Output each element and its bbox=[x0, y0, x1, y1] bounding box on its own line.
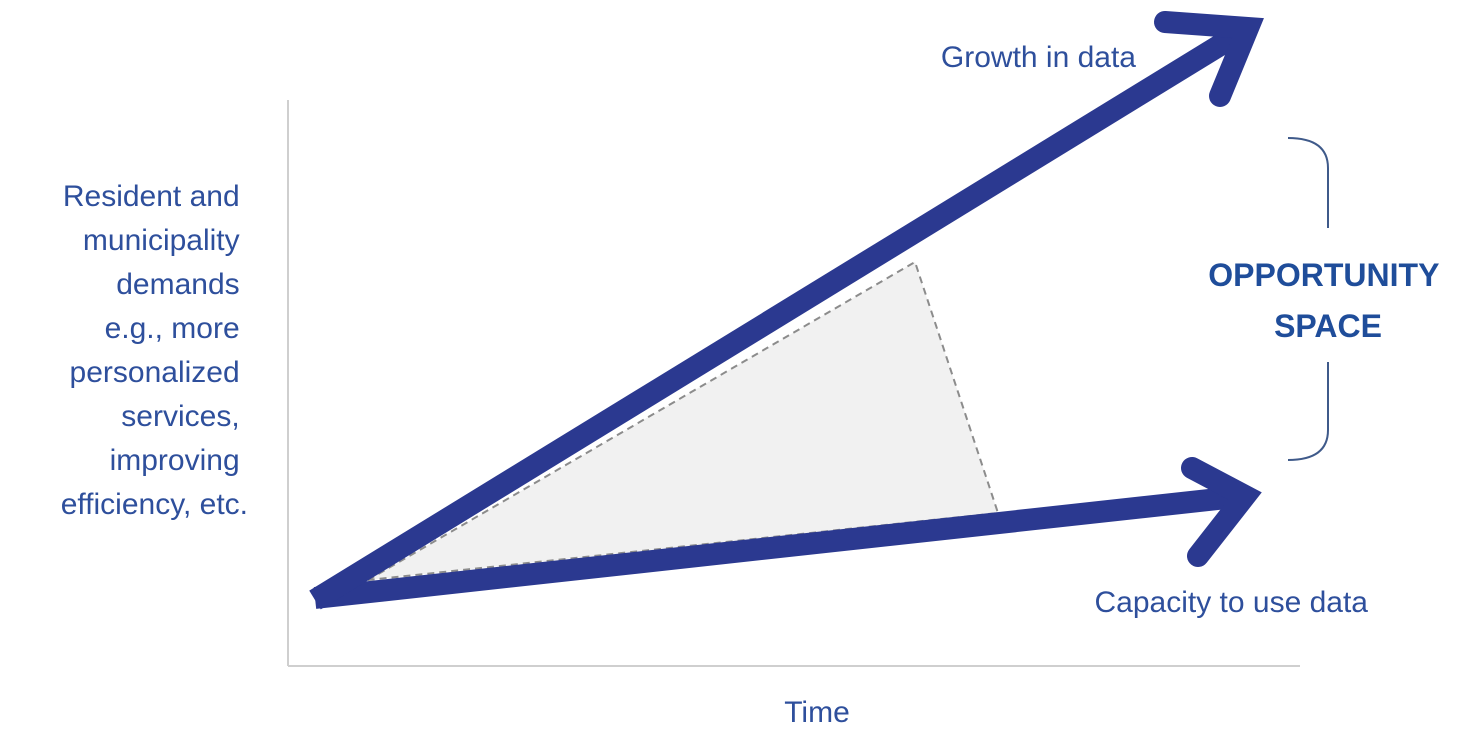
y-axis-label-line: e.g., more bbox=[105, 312, 240, 345]
opportunity-space-line: OPPORTUNITY bbox=[1208, 257, 1439, 293]
growth-arrow bbox=[309, 11, 1264, 610]
y-axis-label: Resident and municipality demands e.g., … bbox=[61, 180, 248, 521]
capacity-to-use-data-label: Capacity to use data bbox=[1094, 586, 1368, 619]
x-axis-label: Time bbox=[784, 696, 850, 729]
y-axis-label-line: improving bbox=[110, 444, 240, 477]
y-axis-label-line: municipality bbox=[83, 224, 240, 257]
y-axis-label-line: demands bbox=[116, 268, 239, 301]
y-axis-label-line: services, bbox=[121, 400, 239, 433]
opportunity-space-label: OPPORTUNITY SPACE bbox=[1208, 257, 1447, 344]
y-axis-label-line: efficiency, etc. bbox=[61, 488, 248, 521]
opportunity-bracket bbox=[1287, 137, 1329, 461]
opportunity-space-line: SPACE bbox=[1274, 308, 1382, 344]
y-axis-label-line: Resident and bbox=[63, 180, 240, 213]
growth-in-data-label: Growth in data bbox=[941, 41, 1136, 74]
capacity-arrow bbox=[313, 457, 1262, 609]
y-axis-label-line: personalized bbox=[70, 356, 240, 389]
opportunity-gap-region bbox=[367, 260, 1000, 581]
